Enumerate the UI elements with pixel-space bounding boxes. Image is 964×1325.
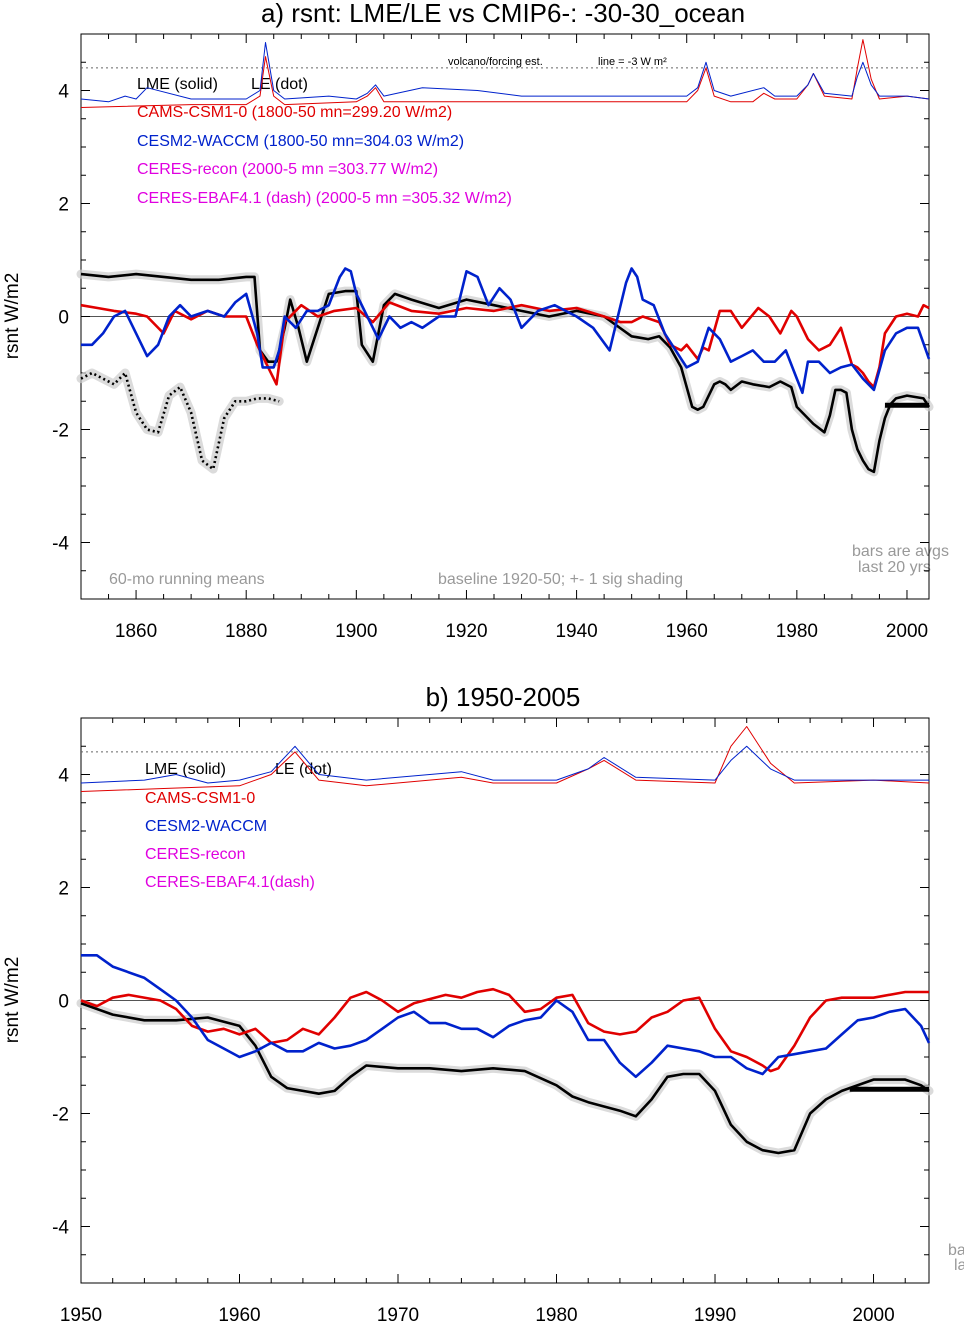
y-tick-label: 2: [58, 195, 69, 216]
y-tick-label: 2: [58, 879, 69, 900]
panel-b-title: b) 1950-2005: [426, 682, 581, 712]
panel-b-note-bars-1: ba: [948, 1242, 964, 1259]
y-tick-label: -4: [52, 1218, 69, 1239]
x-tick-label: 1970: [377, 1305, 419, 1325]
x-tick-label: 1950: [60, 1305, 102, 1325]
panel-a-legend-ceres-recon: CERES-recon (2000-5 mn =303.77 W/m2): [137, 161, 438, 178]
x-tick-label: 1860: [115, 621, 157, 642]
x-tick-label: 1880: [225, 621, 267, 642]
series-shading: [76, 269, 934, 477]
y-tick-label: -4: [52, 534, 69, 555]
panel-a-legend-lme: LME (solid): [137, 76, 218, 93]
x-tick-label: 1940: [555, 621, 597, 642]
y-tick-label: -2: [52, 421, 69, 442]
panel-a-legend-cesm: CESM2-WACCM (1800-50 mn=304.03 W/m2): [137, 133, 464, 150]
series-shading: [76, 368, 284, 474]
series-line: [81, 953, 931, 1079]
panel-b-legend-cams: CAMS-CSM1-0: [145, 790, 255, 807]
x-tick-label: 1960: [218, 1305, 260, 1325]
panel-a-plot: 4 2 0 -2 -4 1860 1880 1900 1920 1940 1960 1980 2000: [52, 33, 934, 642]
panel-a-ylabel: rsnt W/m2: [2, 273, 23, 360]
series-line: [81, 267, 931, 395]
series-line: [80, 745, 929, 784]
series-line: [80, 39, 930, 108]
y-tick-label: -2: [52, 1105, 69, 1126]
panel-a-note-bars-1: bars are avgs: [852, 543, 949, 560]
panel-a-legend-le: LE (dot): [251, 76, 308, 93]
panel-a-note-running: 60-mo running means: [109, 571, 265, 588]
y-tick-label: 0: [58, 992, 69, 1013]
x-tick-label: 1980: [535, 1305, 577, 1325]
x-tick-label: 1980: [776, 621, 818, 642]
panel-b-legend-cesm: CESM2-WACCM: [145, 818, 267, 835]
panel-b-legend-ceres-ebaf: CERES-EBAF4.1(dash): [145, 874, 315, 891]
y-tick-label: 0: [58, 308, 69, 329]
x-tick-label: 1960: [666, 621, 708, 642]
panel-a-legend-ceres-ebaf: CERES-EBAF4.1 (dash) (2000-5 mn =305.32 …: [137, 190, 512, 207]
series-line: [80, 726, 930, 792]
panel-b-note-bars-2: la: [954, 1257, 964, 1274]
x-tick-label: 1920: [445, 621, 487, 642]
x-tick-label: 2000: [852, 1305, 894, 1325]
panel-a-title: a) rsnt: LME/LE vs CMIP6-: -30-30_ocean: [261, 0, 745, 28]
y-tick-label: 4: [58, 82, 69, 103]
x-tick-label: 2000: [886, 621, 928, 642]
x-tick-label: 1990: [694, 1305, 736, 1325]
panel-b-plot: 4 2 0 -2 -4 1950 1960 1970 1980 1990 2000: [52, 717, 934, 1325]
series-line: [80, 301, 930, 389]
panel-b-ylabel: rsnt W/m2: [2, 957, 23, 1044]
y-tick-label: 4: [58, 766, 69, 787]
series-line: [80, 42, 930, 103]
panel-b-legend-lme: LME (solid): [145, 761, 226, 778]
series-line: [80, 371, 280, 471]
panel-a-line-label: line = -3 W m²: [598, 56, 667, 68]
panel-a-volcano-label: volcano/forcing est.: [448, 56, 543, 68]
x-tick-label: 1900: [335, 621, 377, 642]
series-line: [80, 1002, 930, 1155]
panel-b-legend-ceres-recon: CERES-recon: [145, 846, 245, 863]
panel-a-legend-cams: CAMS-CSM1-0 (1800-50 mn=299.20 W/m2): [137, 104, 452, 121]
panel-a-note-bars-2: last 20 yrs: [858, 559, 931, 576]
panel-a-note-baseline: baseline 1920-50; +- 1 sig shading: [438, 571, 683, 588]
